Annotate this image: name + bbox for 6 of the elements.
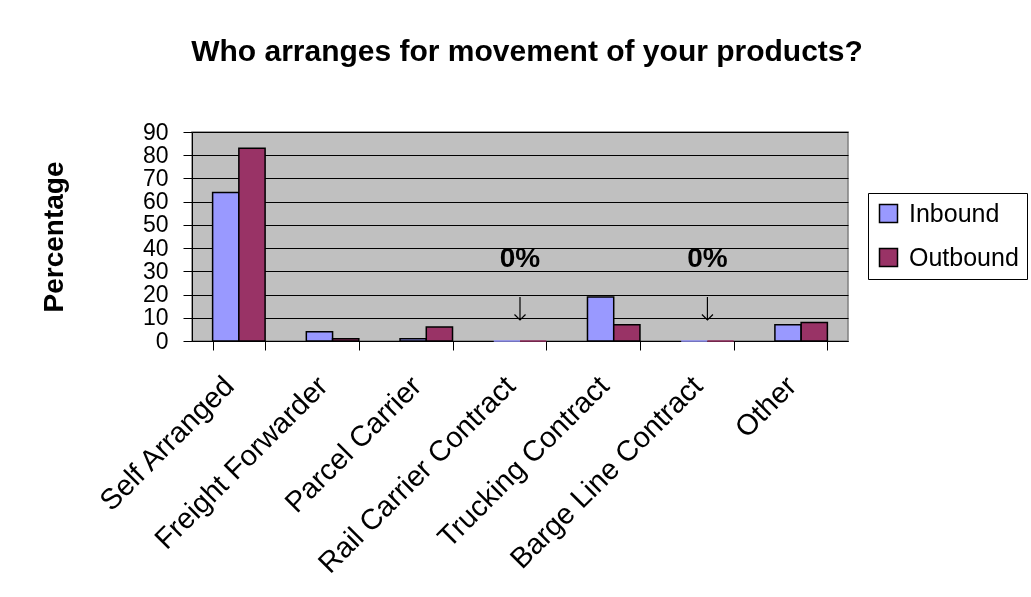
annotation: 0% xyxy=(687,242,728,273)
chart-title: Who arranges for movement of your products? xyxy=(191,34,863,67)
legend-label: Outbound xyxy=(909,242,1019,271)
legend-label: Inbound xyxy=(909,198,1000,227)
annotation: 0% xyxy=(499,242,541,273)
y-axis-title: Percentage xyxy=(37,161,69,313)
